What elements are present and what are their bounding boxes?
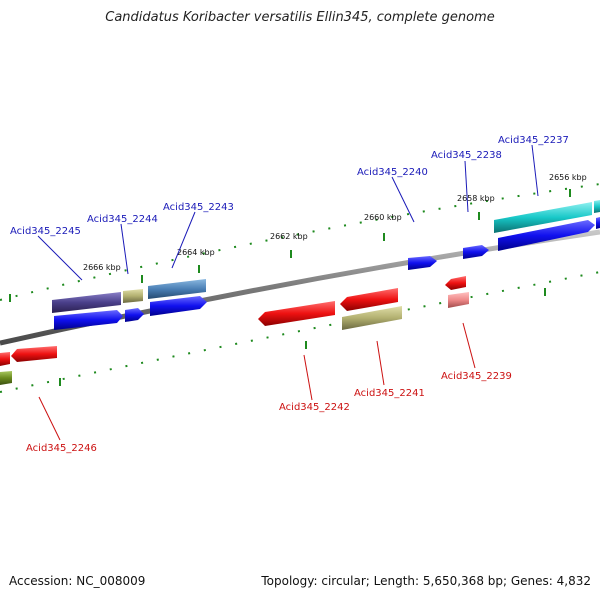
gene-reverse <box>340 288 398 311</box>
gene-label: Acid345_2246 <box>26 443 97 454</box>
gene-forward <box>54 310 123 330</box>
tick-label: 2662 kbp <box>270 232 308 241</box>
gene-cog-steel <box>148 279 206 299</box>
gene-label: Acid345_2240 <box>357 167 428 178</box>
gene-reverse <box>258 301 335 326</box>
gene-label: Acid345_2238 <box>431 150 502 161</box>
gene-label: Acid345_2241 <box>354 388 425 399</box>
gene-cog-cyan <box>494 202 592 233</box>
gene-forward <box>463 245 489 259</box>
map-title: Candidatus Koribacter versatilis Ellin34… <box>105 10 495 25</box>
gene-cog-pink <box>448 292 469 308</box>
gene-cog-purple <box>52 292 121 313</box>
leader-line <box>391 176 415 223</box>
genome-backbone <box>0 229 600 346</box>
leader-line <box>37 235 83 281</box>
gene-forward <box>498 220 595 251</box>
leader-line <box>531 144 539 197</box>
topology-text: Topology: circular; Length: 5,650,368 bp… <box>261 574 591 588</box>
leader-line <box>38 396 61 441</box>
accession-text: Accession: NC_008009 <box>9 574 146 588</box>
gene-cog-khaki <box>342 306 402 330</box>
gene-forward <box>408 256 437 270</box>
leader-line <box>120 223 129 275</box>
gene-cog-cyan-edge <box>594 200 600 213</box>
gene-forward <box>125 308 144 322</box>
tick-label: 2658 kbp <box>457 194 495 203</box>
gene-cog-olive <box>0 371 12 385</box>
gene-reverse <box>445 276 466 290</box>
gene-reverse <box>0 352 10 366</box>
leader-line <box>303 354 313 401</box>
gene-cog-khaki <box>123 289 143 303</box>
tick-label: 2666 kbp <box>83 263 121 272</box>
tick-label: 2660 kbp <box>364 213 402 222</box>
leader-line <box>464 160 469 213</box>
gene-reverse <box>11 346 57 362</box>
tick-label: 2656 kbp <box>549 173 587 182</box>
gene-label: Acid345_2243 <box>163 202 234 213</box>
tick-label: 2664 kbp <box>177 248 215 257</box>
gene-label: Acid345_2242 <box>279 402 350 413</box>
gene-forward <box>596 217 600 229</box>
leader-line <box>171 211 196 269</box>
leader-line <box>462 322 476 369</box>
gene-label: Acid345_2244 <box>87 214 158 225</box>
gene-label: Acid345_2239 <box>441 371 512 382</box>
gene-forward <box>150 296 207 316</box>
gene-label: Acid345_2245 <box>10 226 81 237</box>
gene-label: Acid345_2237 <box>498 135 569 146</box>
leader-line <box>376 340 385 386</box>
